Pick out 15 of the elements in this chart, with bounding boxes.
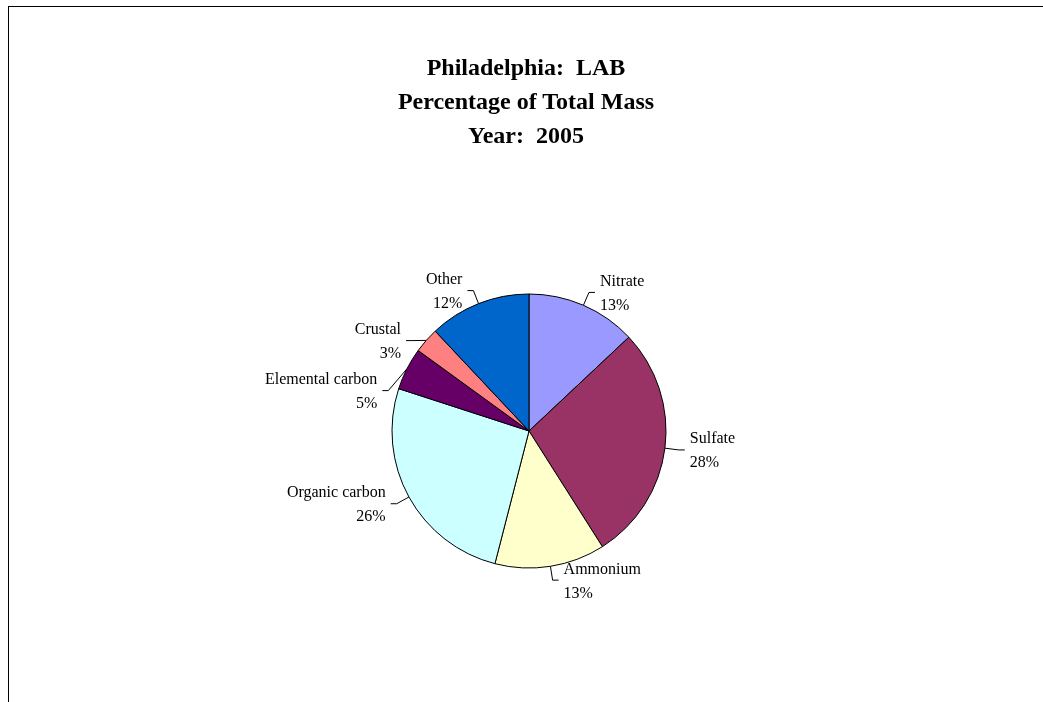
data-label: 28% (689, 453, 720, 471)
data-label: 12% (433, 294, 463, 312)
slice-label: Organic carbon (286, 483, 386, 502)
slice-label: Nitrate (599, 271, 645, 289)
slice-label: Elemental carbon (264, 370, 378, 388)
slice-label: Sulfate (689, 429, 736, 447)
slice-label: Ammonium (563, 559, 642, 577)
chart-title: Philadelphia: LAB Percentage of Total Mass Year: 2005 (397, 54, 655, 148)
data-label: 13% (563, 583, 593, 601)
slice-label: Other (425, 270, 464, 288)
data-label: 26% (356, 507, 386, 525)
data-label: 3% (379, 344, 402, 362)
data-label: 5% (356, 394, 378, 412)
slice-label: Crustal (354, 320, 402, 338)
data-label: 13% (599, 295, 630, 313)
